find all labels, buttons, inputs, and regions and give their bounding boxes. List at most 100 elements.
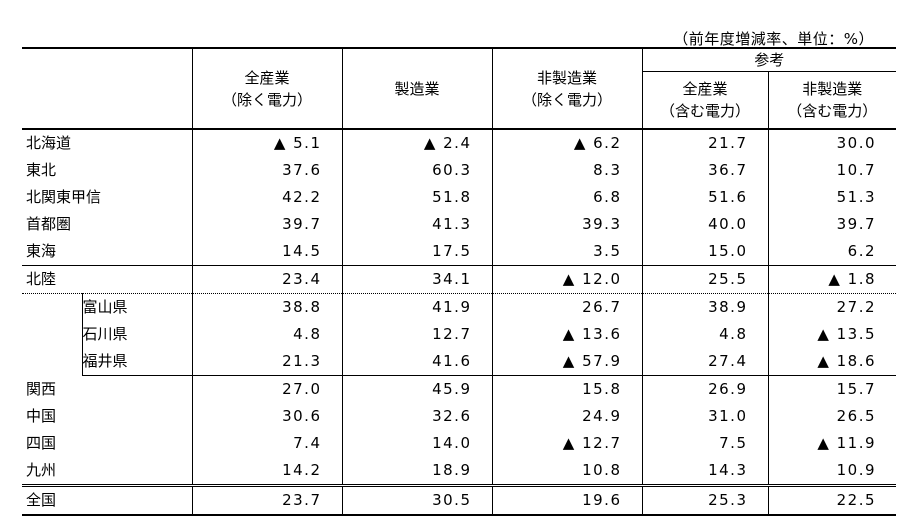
indent-cell bbox=[22, 348, 82, 376]
value-text: 6.2 bbox=[847, 242, 877, 260]
value-text: 51.6 bbox=[708, 188, 748, 206]
value-cell: 14.3 bbox=[642, 457, 769, 487]
value-cell: 51.8 bbox=[342, 184, 493, 211]
value-cell: ▲ 12.7 bbox=[492, 430, 643, 457]
value-cell: 27.2 bbox=[768, 294, 896, 322]
region-name: 関西 bbox=[22, 375, 193, 403]
value-cell: 41.3 bbox=[342, 211, 493, 238]
table-row: 北陸 23.4 34.1 ▲ 12.0 25.5 ▲ 1.8 bbox=[22, 265, 897, 294]
value-cell: ▲ 11.9 bbox=[768, 430, 896, 457]
value-text: 42.2 bbox=[282, 188, 322, 206]
region-name: 東北 bbox=[22, 157, 193, 184]
value-text: 60.3 bbox=[432, 161, 472, 179]
region-name: 北関東甲信 bbox=[22, 184, 193, 211]
header-reference: 参考 bbox=[642, 47, 897, 72]
table-row: 関西 27.0 45.9 15.8 26.9 15.7 bbox=[22, 375, 896, 403]
value-cell: 22.5 bbox=[768, 485, 897, 516]
region-header-blank bbox=[22, 47, 193, 130]
value-cell: ▲ 1.8 bbox=[768, 265, 897, 294]
header-line: （除く電力） bbox=[221, 90, 312, 109]
value-cell: 12.7 bbox=[342, 321, 493, 348]
prefecture-name: 石川県 bbox=[81, 321, 193, 348]
value-text: 10.8 bbox=[582, 461, 622, 479]
investment-growth-table: 全産業 （除く電力） 製造業 非製造業 （除く電力） 参考 全産業 （含む電力）… bbox=[22, 47, 897, 516]
value-cell: 14.0 bbox=[342, 430, 493, 457]
value-cell: ▲ 13.5 bbox=[768, 321, 896, 348]
value-cell: 4.8 bbox=[642, 321, 769, 348]
value-cell: 51.6 bbox=[642, 184, 769, 211]
value-text: 15.7 bbox=[836, 380, 877, 398]
value-cell: 10.7 bbox=[768, 157, 896, 184]
value-cell: 30.6 bbox=[192, 403, 343, 430]
table-row: 北海道 ▲ 5.1 ▲ 2.4 ▲ 6.2 21.7 30.0 bbox=[22, 129, 896, 157]
header-line: 製造業 bbox=[394, 79, 440, 98]
value-cell: 26.7 bbox=[492, 293, 643, 321]
table-row: 中国 30.6 32.6 24.9 31.0 26.5 bbox=[22, 403, 896, 430]
value-cell: 14.2 bbox=[192, 457, 343, 487]
value-cell: 26.9 bbox=[642, 375, 769, 403]
value-text: 34.1 bbox=[432, 270, 472, 288]
value-cell: 27.0 bbox=[192, 375, 343, 403]
value-cell: 8.3 bbox=[492, 157, 643, 184]
table-row: 九州 14.2 18.9 10.8 14.3 10.9 bbox=[22, 457, 897, 487]
value-cell: 10.8 bbox=[492, 457, 643, 487]
value-text: 23.4 bbox=[282, 270, 322, 288]
value-text: 41.9 bbox=[432, 298, 472, 316]
value-text: 15.0 bbox=[708, 242, 748, 260]
value-text: 6.8 bbox=[593, 188, 622, 206]
value-text: 27.2 bbox=[836, 298, 877, 316]
region-name: 四国 bbox=[22, 430, 193, 457]
value-cell: 39.7 bbox=[192, 211, 343, 238]
table-row: 福井県 21.3 41.6 ▲ 57.9 27.4 ▲ 18.6 bbox=[22, 348, 897, 376]
value-cell: 23.4 bbox=[192, 265, 343, 294]
value-cell: 25.5 bbox=[642, 265, 769, 294]
value-cell: ▲ 57.9 bbox=[492, 348, 643, 376]
value-text: 41.6 bbox=[432, 352, 472, 370]
value-text: 38.9 bbox=[708, 298, 748, 316]
value-cell: 39.7 bbox=[768, 211, 896, 238]
value-text: 25.5 bbox=[708, 270, 748, 288]
value-text: ▲ 2.4 bbox=[423, 134, 472, 152]
value-cell: 14.5 bbox=[192, 238, 343, 266]
value-cell: 6.2 bbox=[768, 238, 897, 266]
value-text: 30.0 bbox=[836, 134, 877, 152]
value-text: 14.2 bbox=[282, 461, 322, 479]
value-text: 4.8 bbox=[293, 325, 322, 343]
value-cell: 39.3 bbox=[492, 211, 643, 238]
value-text: 10.7 bbox=[836, 161, 877, 179]
value-cell: 24.9 bbox=[492, 403, 643, 430]
value-cell: 37.6 bbox=[192, 157, 343, 184]
value-cell: 15.0 bbox=[642, 238, 769, 266]
value-text: 14.0 bbox=[432, 434, 472, 452]
value-text: 21.7 bbox=[708, 134, 748, 152]
value-cell: 7.5 bbox=[642, 430, 769, 457]
header-line: （含む電力） bbox=[787, 102, 878, 120]
region-name: 九州 bbox=[22, 457, 193, 487]
value-text: 7.4 bbox=[293, 434, 322, 452]
indent-cell bbox=[22, 294, 82, 322]
value-cell: 19.6 bbox=[492, 485, 643, 516]
value-text: 26.5 bbox=[836, 407, 877, 425]
value-text: 26.7 bbox=[582, 298, 622, 316]
indent-cell bbox=[22, 321, 82, 348]
table-body: 北海道 ▲ 5.1 ▲ 2.4 ▲ 6.2 21.7 30.0 東北 37.6 60.3 8.3 3… bbox=[22, 129, 897, 516]
region-name: 中国 bbox=[22, 403, 193, 430]
value-text: ▲ 57.9 bbox=[562, 352, 622, 370]
value-cell: ▲ 13.6 bbox=[492, 321, 643, 348]
value-text: 41.3 bbox=[432, 215, 472, 233]
value-text: 19.6 bbox=[582, 491, 622, 509]
value-cell: 21.3 bbox=[192, 348, 343, 376]
value-cell: ▲ 12.0 bbox=[492, 265, 643, 294]
value-text: ▲ 13.5 bbox=[817, 325, 877, 343]
value-cell: 3.5 bbox=[492, 238, 643, 266]
header-all-industries-excl-power: 全産業 （除く電力） bbox=[192, 47, 343, 130]
value-text: 27.4 bbox=[708, 352, 748, 370]
value-text: 30.5 bbox=[432, 491, 472, 509]
value-text: 45.9 bbox=[432, 380, 472, 398]
table-row: 全国 23.7 30.5 19.6 25.3 22.5 bbox=[22, 485, 897, 516]
value-text: 3.5 bbox=[593, 242, 622, 260]
value-text: 32.6 bbox=[432, 407, 472, 425]
value-text: 18.9 bbox=[432, 461, 472, 479]
value-text: ▲ 12.7 bbox=[562, 434, 622, 452]
value-text: 51.3 bbox=[836, 188, 877, 206]
